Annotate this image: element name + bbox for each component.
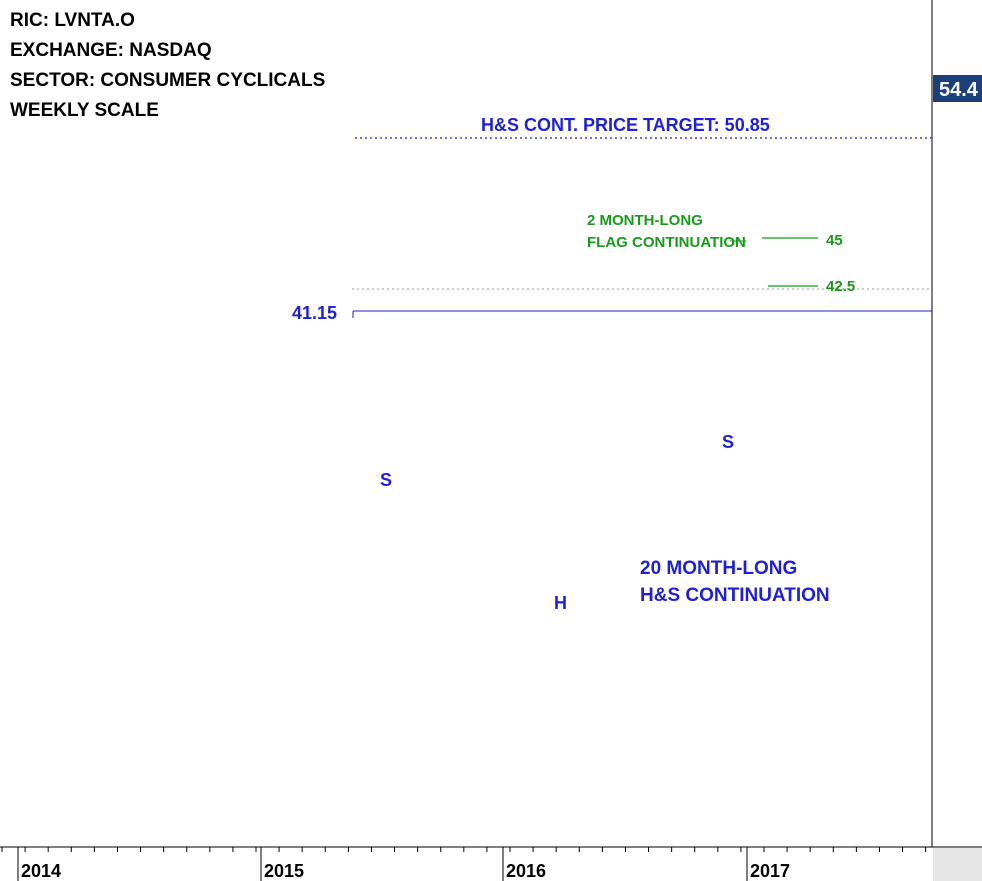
flag-label-line2: FLAG CONTINUATION (587, 234, 746, 251)
flag-lower-label: 42.5 (826, 278, 855, 295)
pattern-label-line2: H&S CONTINUATION (640, 585, 830, 606)
flag-upper-label: 45 (826, 232, 843, 249)
ric-label: RIC: LVNTA.O (10, 10, 135, 31)
right-shoulder-label: S (722, 432, 734, 452)
flag-label-line1: 2 MONTH-LONG (587, 212, 703, 229)
corner-box (933, 848, 982, 881)
left-shoulder-label: S (380, 470, 392, 490)
sector-label: SECTOR: CONSUMER CYCLICALS (10, 70, 326, 91)
x-axis: 2014 2015 2016 2017 (1, 847, 927, 881)
last-price-box (933, 75, 982, 102)
x-tick-label: 2017 (750, 861, 790, 881)
pattern-label-line1: 20 MONTH-LONG (640, 558, 797, 579)
exchange-label: EXCHANGE: NASDAQ (10, 40, 212, 61)
x-tick-label: 2016 (506, 861, 546, 881)
neckline-label: 41.15 (292, 303, 337, 323)
last-price-label: 54.4 (939, 79, 979, 101)
target-label: H&S CONT. PRICE TARGET: 50.85 (481, 115, 770, 135)
x-tick-label: 2014 (21, 861, 61, 881)
head-label: H (554, 593, 567, 613)
x-tick-label: 2015 (264, 861, 304, 881)
scale-label: WEEKLY SCALE (10, 100, 159, 121)
